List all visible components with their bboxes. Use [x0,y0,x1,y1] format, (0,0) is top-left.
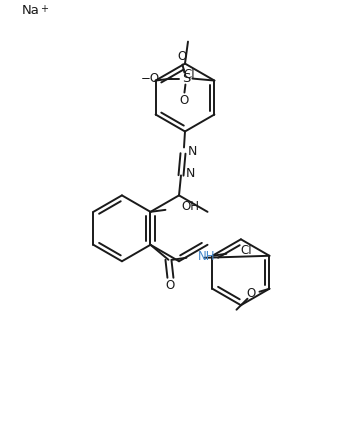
Text: +: + [40,3,48,14]
Text: Cl: Cl [240,244,252,257]
Text: O: O [247,287,256,300]
Text: O: O [178,50,187,63]
Text: O: O [180,94,189,107]
Text: NH: NH [197,250,215,263]
Text: Na: Na [22,3,40,17]
Text: N: N [185,167,195,180]
Text: −O: −O [141,72,160,85]
Text: S: S [182,72,191,85]
Text: O: O [166,279,175,292]
Text: N: N [187,145,197,158]
Text: OH: OH [181,200,199,213]
Text: Cl: Cl [184,68,195,81]
